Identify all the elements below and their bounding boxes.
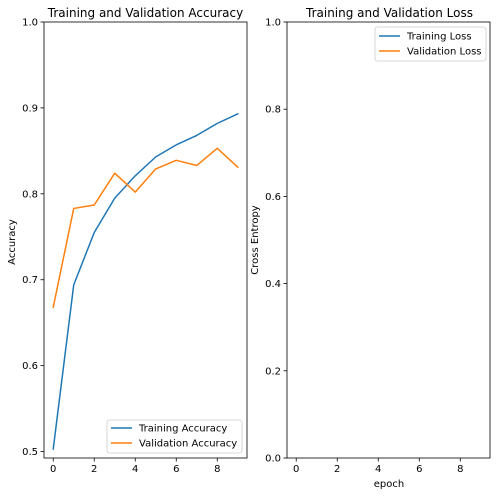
loss-xtick-label: 6 [416,464,422,475]
accuracy-ytick-label: 0.5 [22,447,38,458]
loss-chart-title: Training and Validation Loss [305,6,473,20]
loss-ytick-label: 0.4 [265,279,281,290]
legend-label-training-loss: Training Loss [406,32,472,43]
accuracy-ytick-label: 0.9 [22,103,38,114]
loss-chart-frame [286,21,491,459]
series-line-training-accuracy [52,112,239,450]
loss-ytick-label: 1.0 [265,18,281,29]
loss-ytick-label: 0.0 [265,454,281,465]
loss-xtick-label: 8 [457,464,463,475]
loss-xtick-label: 4 [375,464,381,475]
legend-box [106,419,243,454]
loss-chart-xlabel: epoch [374,479,404,490]
loss-ytick-label: 0.2 [265,366,281,377]
loss-xtick-label: 2 [334,464,340,475]
legend-label-validation-loss: Validation Loss [407,47,482,58]
loss-ytick-label: 0.6 [265,192,281,203]
accuracy-chart-ticks: 0 2 4 6 8 0.5 0.6 0.7 0.8 0.9 1.0 [22,18,220,476]
accuracy-chart-title: Training and Validation Accuracy [47,6,243,20]
loss-ytick-label: 0.8 [265,105,281,116]
accuracy-chart-legend: Training Accuracy Validation Accuracy [106,419,243,454]
accuracy-xtick-label: 0 [50,464,56,475]
loss-chart-legend: Training Loss Validation Loss [374,26,487,62]
loss-chart: Training and Validation Loss Cross Entro… [250,6,491,490]
accuracy-xtick-label: 2 [91,464,97,475]
accuracy-xtick-label: 8 [214,464,220,475]
legend-label-validation-accuracy: Validation Accuracy [139,439,237,450]
series-line-validation-accuracy [52,147,239,309]
accuracy-xtick-label: 4 [132,464,138,475]
loss-chart-ticks: 0 2 4 6 8 0.0 0.2 0.4 0.6 0.8 1.0 [265,18,463,476]
accuracy-ytick-label: 0.6 [22,361,38,372]
accuracy-chart-lines [52,112,239,450]
accuracy-chart-frame [43,21,248,459]
accuracy-ytick-label: 0.8 [22,189,38,200]
accuracy-ytick-label: 1.0 [22,18,38,29]
accuracy-xtick-label: 6 [173,464,179,475]
accuracy-chart-ylabel: Accuracy [7,219,18,265]
loss-xtick-label: 0 [293,464,299,475]
accuracy-ytick-label: 0.7 [22,275,38,286]
accuracy-chart: Training and Validation Accuracy Accurac… [7,6,248,476]
legend-label-training-accuracy: Training Accuracy [138,424,227,435]
legend-box [374,26,487,62]
loss-chart-ylabel: Cross Entropy [250,205,261,275]
